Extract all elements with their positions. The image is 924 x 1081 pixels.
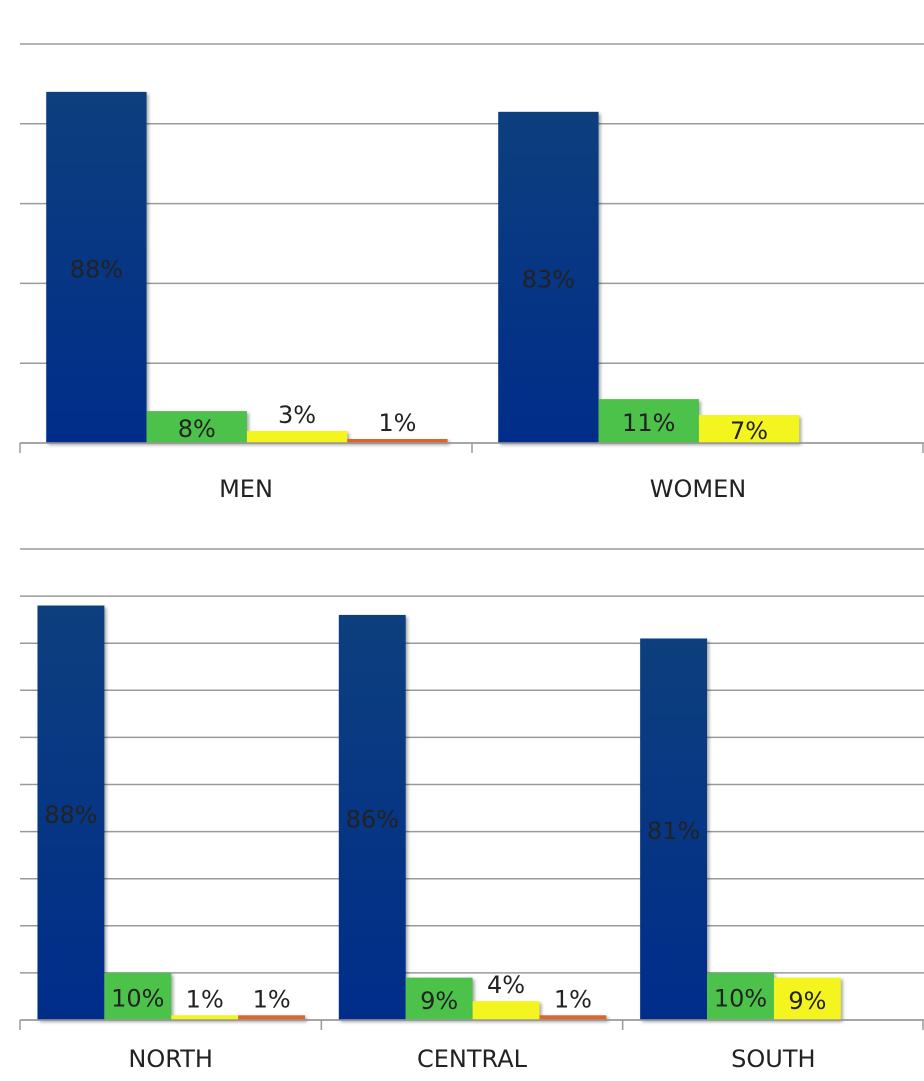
data-label: 7%	[730, 417, 768, 445]
data-label: 83%	[522, 265, 575, 293]
bar	[347, 439, 448, 443]
bar	[498, 111, 599, 443]
data-label: 10%	[714, 984, 767, 1012]
x-tick-label: NORTH	[128, 1045, 212, 1073]
x-tick-label: SOUTH	[731, 1045, 815, 1073]
bar	[338, 614, 406, 1020]
data-label: 9%	[420, 987, 458, 1015]
data-label: 86%	[346, 805, 399, 833]
data-label: 4%	[487, 971, 525, 999]
data-label: 3%	[278, 401, 316, 429]
x-tick-label: MEN	[219, 475, 273, 503]
data-label: 11%	[622, 409, 675, 437]
data-label: 88%	[70, 255, 123, 283]
data-label: 88%	[44, 801, 97, 829]
bar	[171, 1015, 239, 1020]
data-label: 1%	[253, 985, 291, 1013]
bar	[598, 399, 699, 443]
bar	[539, 1015, 607, 1020]
x-tick-label: WOMEN	[650, 475, 746, 503]
data-label: 8%	[178, 415, 216, 443]
bar	[405, 977, 473, 1020]
bar	[640, 638, 708, 1020]
bar	[246, 431, 348, 443]
bar	[472, 1001, 540, 1020]
bar	[238, 1015, 306, 1020]
data-label: 1%	[186, 985, 224, 1013]
data-label: 10%	[111, 984, 164, 1012]
data-label: 81%	[647, 817, 700, 845]
bar	[146, 411, 247, 443]
bar	[46, 91, 147, 443]
bar	[773, 977, 841, 1020]
x-tick-label: CENTRAL	[417, 1045, 528, 1073]
data-label: 1%	[378, 409, 416, 437]
data-label: 1%	[554, 985, 592, 1013]
bar	[707, 972, 774, 1020]
bar	[37, 605, 105, 1020]
bar	[104, 972, 172, 1020]
data-label: 9%	[788, 987, 826, 1015]
bar	[698, 415, 800, 443]
